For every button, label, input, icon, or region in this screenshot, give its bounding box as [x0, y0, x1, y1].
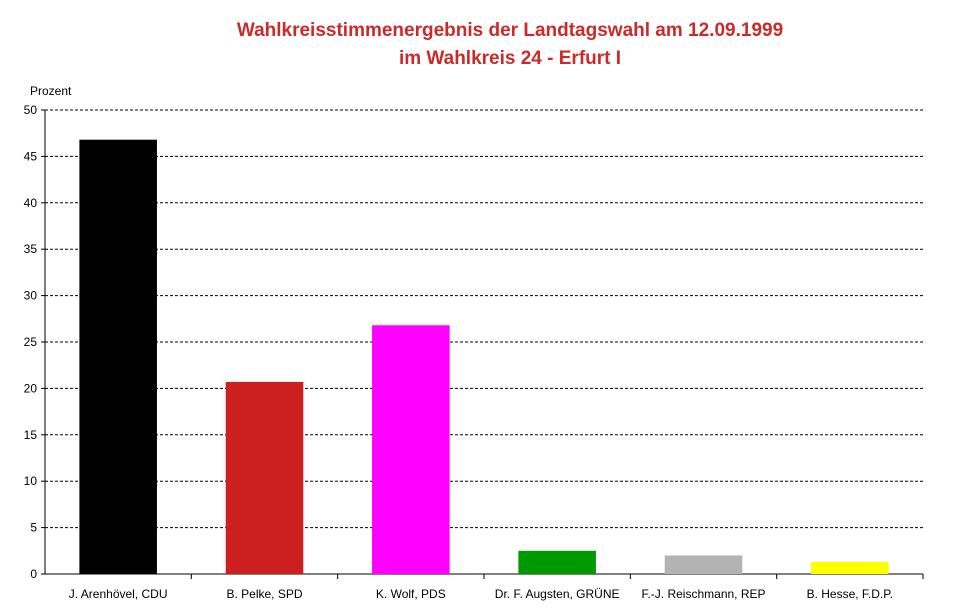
y-tick-label: 10: [24, 474, 38, 488]
y-tick-label: 25: [24, 335, 38, 349]
bar: [372, 325, 450, 574]
y-tick-label: 0: [30, 567, 37, 581]
y-tick-label: 15: [24, 428, 38, 442]
y-tick-label: 45: [24, 149, 38, 163]
y-tick-label: 35: [24, 242, 38, 256]
bar: [811, 561, 889, 574]
y-tick-label: 40: [24, 196, 38, 210]
x-tick-label: J. Arenhövel, CDU: [69, 587, 168, 601]
y-tick-label: 50: [24, 103, 38, 117]
x-tick-label: B. Hesse, F.D.P.: [807, 587, 893, 601]
chart-title: Wahlkreisstimmenergebnis der Landtagswah…: [236, 20, 784, 41]
x-tick-label: B. Pelke, SPD: [226, 587, 302, 601]
x-tick-label: Dr. F. Augsten, GRÜNE: [495, 587, 620, 601]
chart-subtitle: im Wahlkreis 24 - Erfurt I: [398, 48, 622, 69]
bar: [664, 555, 743, 574]
y-axis-label: Prozent: [30, 84, 72, 98]
bar: [225, 381, 304, 574]
x-tick-label: K. Wolf, PDS: [376, 587, 446, 601]
y-tick-label: 20: [24, 381, 38, 395]
y-tick-label: 30: [24, 289, 38, 303]
bar: [518, 550, 596, 574]
x-tick-label: F.-J. Reischmann, REP: [641, 587, 765, 601]
y-tick-label: 5: [30, 521, 37, 535]
bar: [79, 139, 157, 575]
